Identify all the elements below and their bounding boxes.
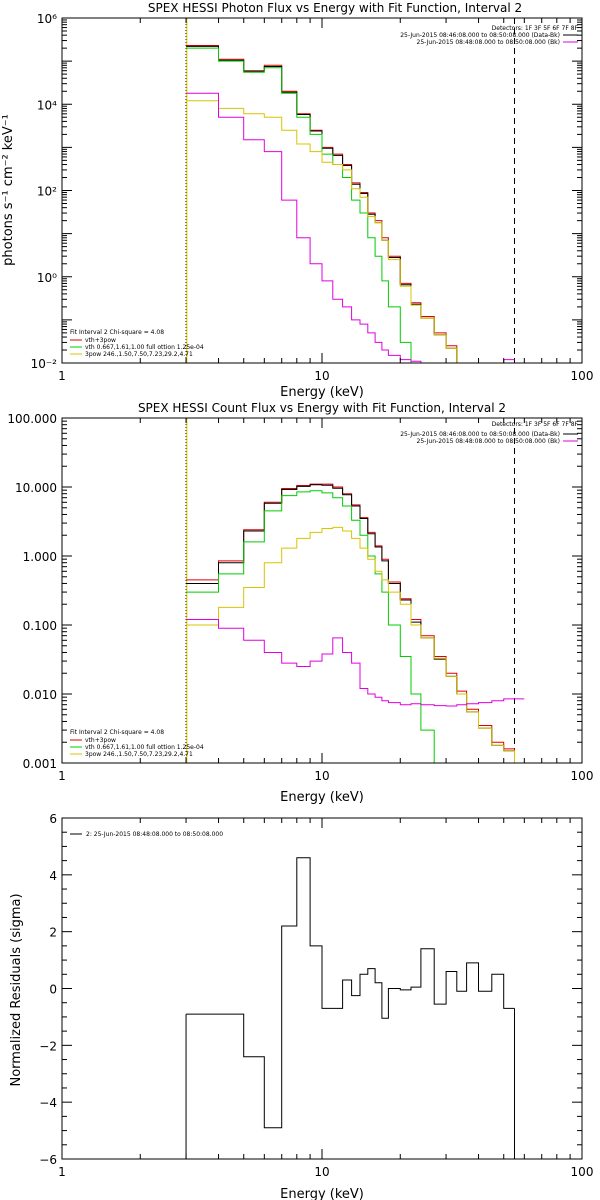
residuals-y-tick-label: −2: [39, 1039, 57, 1053]
photon-flux-series-total: [186, 45, 458, 363]
residuals-y-tick-label: 4: [49, 869, 57, 883]
count-flux-y-tick-label: 0.001: [23, 757, 57, 771]
residuals-y-tick-label: −6: [39, 1153, 57, 1167]
photon-legend-title: Fit Interval 2 Chi-square = 4.08: [70, 329, 164, 336]
count-flux-x-tick-label: 1: [58, 769, 66, 783]
residuals-panel: 1 10 100 −6 −4 −2 0 2 4 6 Energy (keV) Normalized…: [9, 812, 593, 1200]
photon-flux-x-label: Energy (keV): [280, 385, 364, 400]
photon-flux-series-combined: [186, 45, 468, 363]
count-flux-y-tick-label: 100.000: [7, 412, 57, 426]
count-flux-y-tick-label: 0.010: [23, 688, 57, 702]
photon-flux-x-tick-label: 100: [571, 369, 594, 383]
photon-flux-title: SPEX HESSI Photon Flux vs Energy with Fi…: [148, 1, 522, 15]
photon-flux-series-background: [186, 92, 515, 363]
count-flux-series-powerlaw: [186, 526, 515, 763]
count-legend-entry-2: vth 0.667,1.61,1.00 full ottion 1.25e-04: [85, 744, 204, 751]
photon-flux-y-tick-label: 10⁻²: [31, 357, 58, 371]
photon-flux-axes-frame: [61, 17, 583, 364]
count-detectors-text: Detectors: 1F 3F 5F 6F 7F 8F: [492, 421, 579, 428]
count-flux-x-tick-label: 10: [314, 769, 329, 783]
count-header-line-2: 25-Jun-2015 08:48:08.000 to 08:50:08.000…: [417, 438, 560, 445]
residuals-x-tick-label: 100: [571, 1165, 594, 1179]
count-flux-axes-frame: [61, 417, 583, 764]
photon-header-line-2: 25-Jun-2015 08:48:08.000 to 08:50:08.000…: [417, 39, 560, 46]
photon-legend-entry-3: 3pow 246.,1.50,7.50,7.23,29.2,4.71: [85, 351, 193, 358]
residuals-x-tick-label: 10: [314, 1165, 329, 1179]
count-flux-series-background: [186, 619, 525, 707]
photon-flux-series-thermal: [186, 47, 412, 363]
residuals-series-total: [186, 857, 515, 1129]
photon-flux-y-tick-label: 10⁴: [37, 98, 57, 112]
residuals-y-tick-label: 6: [49, 812, 57, 826]
count-flux-series-combined: [186, 483, 515, 763]
count-header-line-1: 25-Jun-2015 08:46:08.000 to 08:50:08.000…: [400, 431, 560, 438]
residuals-y-tick-label: 2: [49, 926, 57, 940]
photon-flux-y-tick-label: 10²: [37, 185, 57, 199]
count-flux-y-tick-label: 1.000: [23, 550, 57, 564]
residuals-x-label: Energy (keV): [280, 1187, 364, 1200]
count-legend-entry-3: 3pow 246.,1.50,7.50,7.23,29.2,4.71: [85, 751, 193, 758]
residuals-y-tick-label: −4: [39, 1096, 57, 1110]
photon-detectors-text: Detectors: 1F 3F 5F 6F 7F 8F: [492, 25, 579, 32]
photon-flux-x-tick-label: 1: [58, 369, 66, 383]
photon-legend-entry-1: vth+3pow: [85, 337, 116, 344]
count-flux-y-tick-label: 10.000: [15, 481, 57, 495]
residuals-y-tick-label: 0: [49, 983, 57, 997]
residuals-y-label: Normalized Residuals (sigma): [9, 893, 24, 1086]
count-flux-series-total: [186, 484, 515, 763]
photon-flux-y-tick-label: 10⁰: [37, 271, 57, 285]
count-flux-x-tick-label: 100: [571, 769, 594, 783]
photon-legend-entry-2: vth 0.667,1.61,1.00 full ottion 1.25e-04: [85, 344, 204, 351]
count-flux-series-thermal: [186, 490, 447, 763]
photon-flux-panel: SPEX HESSI Photon Flux vs Energy with Fi…: [1, 1, 594, 400]
photon-header-line-1: 25-Jun-2015 08:46:08.000 to 08:50:08.000…: [400, 32, 560, 39]
residuals-legend-entry: 2: 25-Jun-2015 08:48:08.000 to 08:50:08.…: [86, 831, 223, 838]
count-flux-title: SPEX HESSI Count Flux vs Energy with Fit…: [138, 401, 506, 415]
count-flux-y-tick-label: 0.100: [23, 619, 57, 633]
count-legend-entry-1: vth+3pow: [85, 737, 116, 744]
photon-flux-x-tick-label: 10: [314, 369, 329, 383]
count-legend-title: Fit Interval 2 Chi-square = 4.08: [70, 729, 164, 736]
photon-flux-y-tick-label: 10⁶: [37, 12, 57, 26]
residuals-x-tick-label: 1: [58, 1165, 66, 1179]
count-flux-x-label: Energy (keV): [280, 790, 364, 805]
photon-flux-series-powerlaw: [186, 100, 458, 363]
photon-flux-y-label: photons s⁻¹ cm⁻² keV⁻¹: [1, 114, 16, 266]
count-flux-panel: SPEX HESSI Count Flux vs Energy with Fit…: [7, 401, 594, 805]
